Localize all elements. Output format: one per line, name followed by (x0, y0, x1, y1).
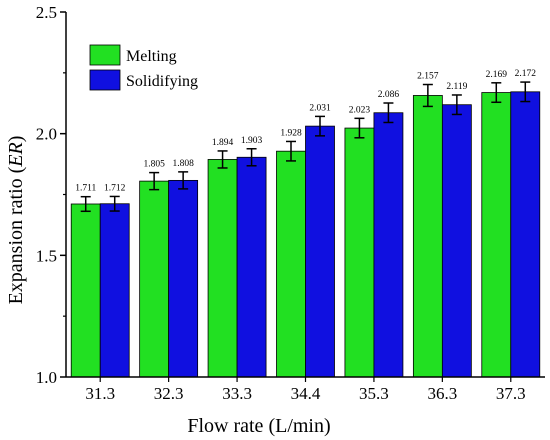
data-labels-layer: 1.711 1.712 1.805 1.808 1.894 1.903 1.928 2.031… (75, 69, 536, 194)
bar-solidifying-32.3 (168, 179, 199, 378)
bars-layer (70, 91, 541, 378)
y-axis-title-prefix: Expansion ratio ( (5, 166, 27, 304)
data-label-melting-32.3: 1.805 (143, 160, 165, 170)
legend: Melting Solidifying (89, 44, 198, 91)
x-tick-label-37.3: 37.3 (496, 384, 526, 403)
data-label-solidifying-34.4: 2.031 (309, 103, 331, 113)
legend-label-solidifying: Solidifying (126, 73, 198, 90)
bar-solidifying-37.3 (510, 91, 541, 378)
data-label-melting-37.3: 2.169 (486, 70, 508, 80)
legend-label-melting: Melting (126, 48, 177, 65)
legend-swatch-melting (89, 44, 121, 66)
data-label-solidifying-35.3: 2.086 (378, 90, 400, 100)
bar-solidifying-31.3 (99, 203, 130, 378)
data-label-solidifying-33.3: 1.903 (241, 136, 263, 146)
y-tick-label-1.5: 1.5 (36, 246, 57, 265)
data-label-solidifying-32.3: 1.808 (172, 159, 194, 169)
y-tick-label-2.0: 2.0 (36, 125, 57, 144)
x-tick-label-36.3: 36.3 (427, 384, 457, 403)
bar-solidifying-34.4 (305, 125, 335, 378)
bar-melting-34.4 (276, 150, 306, 378)
x-tick-label-32.3: 32.3 (154, 384, 184, 403)
legend-swatch-solidifying (89, 69, 121, 91)
data-label-solidifying-37.3: 2.172 (515, 69, 537, 79)
data-label-melting-31.3: 1.711 (75, 184, 96, 194)
bar-solidifying-35.3 (373, 112, 404, 378)
y-axis-title-suffix: ) (5, 136, 27, 143)
bar-melting-36.3 (412, 95, 443, 378)
x-tick-label-34.4: 34.4 (291, 384, 321, 403)
error-bars-layer (80, 81, 531, 213)
bar-melting-35.3 (344, 127, 375, 378)
data-label-solidifying-36.3: 2.119 (446, 82, 467, 92)
bar-solidifying-36.3 (441, 104, 472, 378)
y-axis-title-italic: ER (5, 142, 27, 167)
y-axis-title: Expansion ratio (ER) (5, 136, 27, 305)
data-label-melting-33.3: 1.894 (212, 138, 234, 148)
x-axis-title: Flow rate (L/min) (187, 415, 330, 437)
bar-solidifying-33.3 (236, 156, 267, 378)
bar-melting-37.3 (481, 92, 512, 378)
bar-melting-31.3 (70, 203, 101, 378)
data-label-solidifying-31.3: 1.712 (104, 183, 126, 193)
x-tick-label-33.3: 33.3 (222, 384, 252, 403)
x-tick-label-31.3: 31.3 (85, 384, 115, 403)
bar-melting-33.3 (207, 159, 238, 378)
data-label-melting-34.4: 1.928 (280, 128, 302, 138)
data-label-melting-35.3: 2.023 (349, 105, 371, 115)
bar-melting-32.3 (139, 180, 170, 378)
axes-layer: 1.0 1.5 2.0 2.5 31.3 32.3 33.3 34.4 35.3 36.3 37.3 (36, 3, 545, 403)
data-label-melting-36.3: 2.157 (417, 72, 439, 82)
x-tick-label-35.3: 35.3 (359, 384, 389, 403)
y-tick-label-2.5: 2.5 (36, 3, 57, 22)
y-tick-label-1.0: 1.0 (36, 368, 57, 387)
